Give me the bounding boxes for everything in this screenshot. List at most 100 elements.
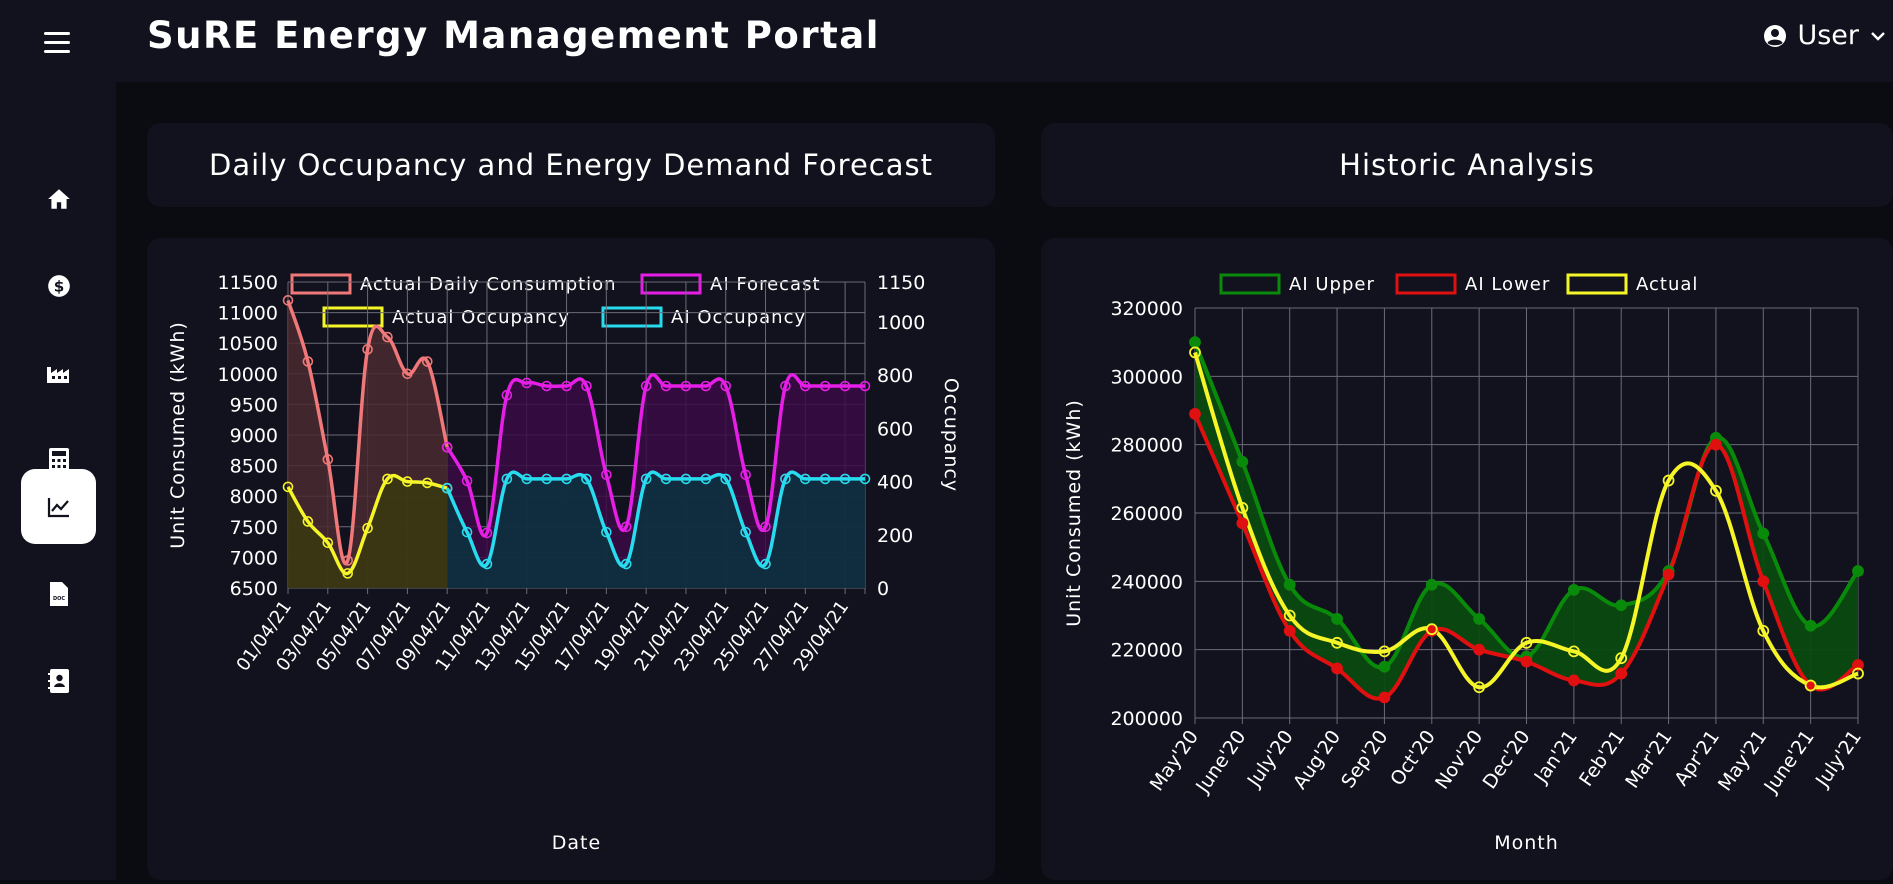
data-point-3 bbox=[501, 473, 513, 485]
hamburger-menu-icon[interactable] bbox=[44, 32, 70, 54]
data-point-0 bbox=[1236, 455, 1249, 468]
data-point-0 bbox=[1378, 660, 1391, 673]
sidebar-item-home[interactable] bbox=[21, 161, 96, 236]
y-tick-label: 7000 bbox=[230, 547, 278, 569]
legend-swatch-1 bbox=[640, 273, 702, 295]
factory-icon bbox=[46, 366, 69, 383]
data-point-0 bbox=[1473, 613, 1486, 625]
y2-tick-label: 200 bbox=[877, 525, 913, 547]
y-tick-label: 200000 bbox=[1110, 708, 1183, 730]
data-point-1 bbox=[680, 380, 692, 392]
data-point-1 bbox=[1852, 659, 1864, 671]
data-point-1 bbox=[1662, 568, 1675, 581]
data-point-2 bbox=[1331, 636, 1343, 649]
data-point-1 bbox=[1710, 438, 1722, 451]
series-line-2 bbox=[1193, 351, 1859, 690]
data-point-3 bbox=[740, 526, 751, 538]
data-point-3 bbox=[441, 482, 453, 494]
app-title: SuRE Energy Management Portal bbox=[147, 14, 880, 57]
x-tick-label: Mar'21 bbox=[1621, 726, 1676, 792]
y2-tick-label: 800 bbox=[877, 365, 913, 387]
data-point-1 bbox=[800, 380, 811, 392]
sidebar-item-analytics[interactable] bbox=[21, 469, 96, 544]
user-menu[interactable]: User bbox=[1763, 20, 1885, 51]
user-name: User bbox=[1797, 20, 1859, 51]
sidebar: $ DOC bbox=[0, 82, 116, 880]
sidebar-item-finance[interactable]: $ bbox=[21, 248, 96, 323]
y-tick-label: 10500 bbox=[218, 333, 278, 355]
data-point-0 bbox=[1804, 619, 1817, 632]
legend-swatch-0 bbox=[290, 273, 352, 295]
data-point-2 bbox=[1189, 346, 1201, 359]
y-axis-title: Unit Consumed (kWh) bbox=[167, 321, 189, 549]
y2-tick-label: 400 bbox=[877, 472, 913, 494]
data-point-3 bbox=[640, 473, 652, 485]
forecast-chart: Actual Daily Consumption AI Forecast Actua… bbox=[167, 272, 962, 854]
x-tick-label: Jan'21 bbox=[1530, 726, 1582, 788]
data-point-3 bbox=[461, 526, 473, 538]
y-tick-label: 8000 bbox=[230, 486, 278, 508]
data-point-0 bbox=[342, 555, 353, 566]
x-axis-title: Month bbox=[1494, 832, 1559, 854]
legend-swatch-2 bbox=[322, 306, 384, 328]
data-point-2 bbox=[402, 476, 413, 487]
y-tick-label: 260000 bbox=[1110, 503, 1183, 525]
data-point-2 bbox=[322, 537, 334, 549]
data-point-3 bbox=[481, 558, 493, 570]
sidebar-item-contacts[interactable] bbox=[21, 643, 96, 718]
data-point-1 bbox=[780, 380, 791, 392]
x-tick-label: Sep'20 bbox=[1337, 726, 1392, 792]
y-tick-label: 300000 bbox=[1110, 366, 1183, 388]
forecast-chart-panel: Actual Daily Consumption AI Forecast Actua… bbox=[147, 238, 995, 880]
y-tick-label: 280000 bbox=[1110, 435, 1183, 457]
data-point-1 bbox=[601, 469, 612, 481]
sidebar-item-calculator[interactable] bbox=[21, 422, 96, 497]
data-point-1 bbox=[1283, 624, 1296, 637]
data-point-3 bbox=[680, 473, 692, 485]
data-point-1 bbox=[1473, 643, 1486, 656]
data-point-1 bbox=[1567, 674, 1580, 687]
data-point-1 bbox=[441, 441, 453, 453]
legend-swatch-3 bbox=[601, 306, 663, 328]
x-tick-label: Nov'20 bbox=[1431, 726, 1487, 793]
data-point-3 bbox=[700, 473, 712, 485]
x-axis-title: Date bbox=[552, 832, 601, 854]
data-point-1 bbox=[581, 380, 592, 392]
data-point-3 bbox=[839, 473, 851, 485]
legend-label-0: AI Upper bbox=[1289, 274, 1375, 295]
data-point-2 bbox=[1852, 667, 1864, 680]
y2-tick-label: 1000 bbox=[877, 312, 925, 334]
historic-panel-title: Historic Analysis bbox=[1339, 148, 1595, 182]
data-point-3 bbox=[760, 558, 771, 570]
legend-label-2: Actual bbox=[1636, 274, 1698, 295]
data-point-2 bbox=[1567, 645, 1580, 658]
data-point-2 bbox=[282, 481, 294, 493]
data-point-3 bbox=[601, 526, 612, 538]
data-point-1 bbox=[740, 469, 751, 481]
data-point-2 bbox=[1710, 484, 1722, 497]
data-point-0 bbox=[421, 356, 433, 367]
series-line-0 bbox=[286, 299, 449, 566]
data-point-1 bbox=[660, 380, 672, 392]
data-point-1 bbox=[1378, 691, 1391, 704]
data-point-0 bbox=[362, 344, 373, 355]
data-point-1 bbox=[481, 527, 493, 539]
sidebar-item-industry[interactable] bbox=[21, 335, 96, 410]
legend-swatch-1 bbox=[1395, 273, 1457, 295]
home-icon bbox=[47, 188, 70, 209]
data-point-3 bbox=[521, 473, 533, 485]
data-point-1 bbox=[720, 380, 732, 392]
series-line-1 bbox=[1193, 413, 1860, 701]
data-point-1 bbox=[760, 521, 771, 533]
svg-text:DOC: DOC bbox=[52, 596, 64, 602]
data-point-3 bbox=[581, 473, 592, 485]
data-point-1 bbox=[1236, 517, 1249, 530]
y-tick-label: 11500 bbox=[218, 272, 278, 294]
data-point-0 bbox=[1567, 583, 1580, 596]
legend-label-0: Actual Daily Consumption bbox=[360, 274, 617, 295]
data-point-2 bbox=[1425, 623, 1438, 636]
data-point-3 bbox=[660, 473, 672, 485]
data-point-2 bbox=[1236, 501, 1249, 514]
data-point-2 bbox=[1378, 645, 1391, 658]
sidebar-item-reports[interactable]: DOC bbox=[21, 556, 96, 631]
